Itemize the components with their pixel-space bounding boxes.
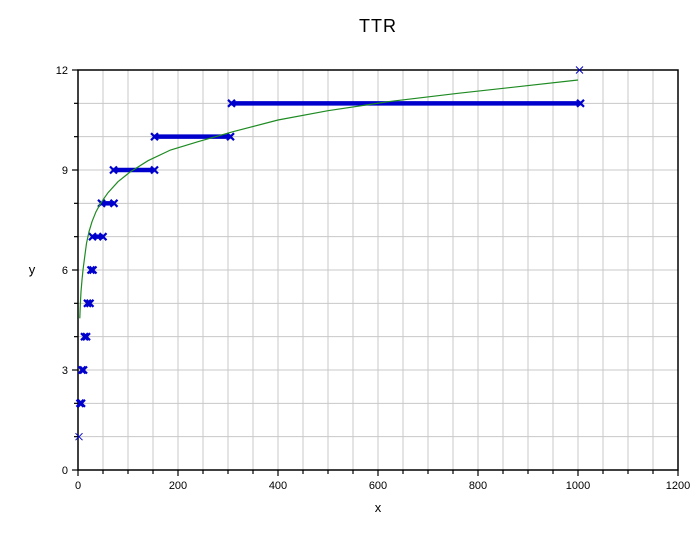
x-axis-label: x bbox=[374, 500, 382, 515]
x-marker-icon bbox=[150, 165, 159, 175]
x-marker-icon bbox=[85, 299, 95, 308]
x-marker-icon bbox=[75, 432, 83, 441]
x-marker-icon bbox=[88, 265, 98, 275]
x-marker-icon bbox=[226, 132, 235, 141]
x-tick-label: 1200 bbox=[666, 480, 690, 492]
x-tick-label: 800 bbox=[469, 480, 487, 492]
y-tick-label: 0 bbox=[62, 465, 68, 477]
x-tick-label: 400 bbox=[269, 480, 287, 492]
x-tick-label: 600 bbox=[369, 480, 387, 492]
x-marker-icon bbox=[88, 232, 97, 241]
chart-title: TTR bbox=[359, 16, 397, 36]
x-marker-icon bbox=[79, 365, 88, 375]
y-tick-label: 12 bbox=[56, 65, 68, 77]
x-marker-icon bbox=[150, 132, 159, 141]
x-marker-icon bbox=[98, 232, 108, 241]
y-axis-label: y bbox=[28, 262, 36, 277]
x-marker-icon bbox=[86, 265, 96, 275]
x-tick-label: 200 bbox=[169, 480, 187, 492]
x-tick-label: 0 bbox=[75, 480, 81, 492]
x-marker-icon bbox=[109, 165, 118, 175]
y-tick-label: 9 bbox=[62, 165, 68, 177]
x-marker-icon bbox=[227, 99, 236, 108]
x-tick-label: 1000 bbox=[566, 480, 590, 492]
y-tick-label: 3 bbox=[62, 365, 68, 377]
x-marker-icon bbox=[575, 66, 584, 74]
fitted-curve-line bbox=[79, 79, 579, 319]
x-marker-icon bbox=[83, 299, 92, 308]
x-marker-icon bbox=[576, 99, 585, 108]
y-tick-label: 6 bbox=[62, 265, 68, 277]
x-marker-icon bbox=[77, 399, 86, 408]
x-marker-icon bbox=[109, 199, 119, 208]
x-marker-icon bbox=[82, 332, 91, 341]
x-marker-icon bbox=[80, 332, 89, 341]
